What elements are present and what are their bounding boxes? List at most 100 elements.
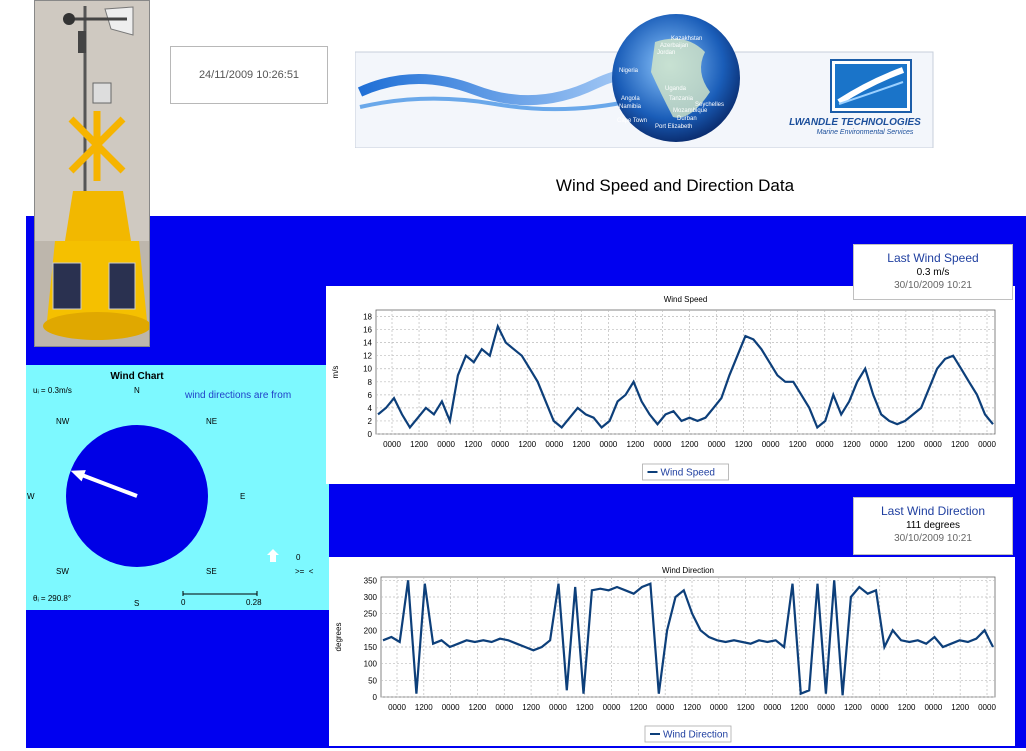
compass-nw: NW xyxy=(56,417,70,426)
wind-speed-chart: Wind Speed 0 2 4 6 8 10 12 14 16 18 0000 1200 0000 120… xyxy=(326,286,1015,484)
compass-w: W xyxy=(27,492,35,501)
x-tick-label: 1200 xyxy=(464,440,482,449)
globe-label: Jordan xyxy=(657,50,675,56)
y-tick-label: 16 xyxy=(363,326,372,335)
y-tick-label: 200 xyxy=(364,626,378,635)
x-tick-label: 1200 xyxy=(572,440,590,449)
last-wind-speed-value: 0.3 m/s xyxy=(916,267,950,278)
x-tick-label: 1200 xyxy=(951,703,969,712)
wind-direction-readout: θᵢ = 290.8° xyxy=(33,594,72,603)
compass-sw: SW xyxy=(56,567,69,576)
last-wind-speed-title: Last Wind Speed xyxy=(887,251,979,265)
x-tick-label: 1200 xyxy=(415,703,433,712)
legend-label: Wind Speed xyxy=(661,468,715,479)
y-tick-label: 0 xyxy=(373,693,378,702)
compass-se: SE xyxy=(206,567,217,576)
y-tick-label: 0 xyxy=(368,430,373,439)
x-tick-label: 0000 xyxy=(603,703,621,712)
last-wind-speed-box: Last Wind Speed 0.3 m/s 30/10/2009 10:21 xyxy=(853,244,1013,300)
x-tick-label: 0000 xyxy=(549,703,567,712)
wind-speed-readout: uᵢ = 0.3m/s xyxy=(33,386,72,395)
globe-label: Kazakhstan xyxy=(671,36,702,42)
company-tagline: Marine Environmental Services xyxy=(817,129,914,136)
x-tick-label: 0000 xyxy=(924,703,942,712)
y-tick-label: 150 xyxy=(364,643,378,652)
wind-direction-arrow xyxy=(70,470,138,498)
x-tick-label: 1200 xyxy=(683,703,701,712)
x-tick-label: 1200 xyxy=(844,703,862,712)
x-tick-label: 0000 xyxy=(545,440,563,449)
y-tick-label: 300 xyxy=(364,593,378,602)
x-tick-label: 0000 xyxy=(599,440,617,449)
x-tick-label: 0000 xyxy=(762,440,780,449)
x-tick-label: 0000 xyxy=(816,440,834,449)
globe-labels: Kazakhstan Azerbaijan Jordan Nigeria Ang… xyxy=(617,36,724,130)
y-tick-label: 10 xyxy=(363,365,372,374)
x-tick-label: 0000 xyxy=(710,703,728,712)
globe-label: Azerbaijan xyxy=(660,43,688,49)
globe-label: Mozambique xyxy=(673,108,708,114)
x-tick-label: 1200 xyxy=(735,440,753,449)
company-name: LWANDLE TECHNOLOGIES xyxy=(789,117,921,128)
y-axis-label: m/s xyxy=(331,366,340,379)
last-wind-direction-value: 111 degrees xyxy=(905,520,961,531)
x-tick-label: 0000 xyxy=(870,440,888,449)
wind-chart-panel: Wind Chart uᵢ = 0.3m/s wind directions a… xyxy=(26,365,329,610)
x-tick-label: 0000 xyxy=(764,703,782,712)
wind-chart-title: Wind Chart xyxy=(110,371,164,382)
x-tick-label: 0000 xyxy=(491,440,509,449)
timestamp-text: 24/11/2009 10:26:51 xyxy=(198,69,300,81)
x-tick-label: 0000 xyxy=(388,703,406,712)
globe-label: Seychelles xyxy=(695,102,724,108)
last-wind-direction-date: 30/10/2009 10:21 xyxy=(894,533,972,544)
x-tick-label: 0000 xyxy=(654,440,672,449)
x-tick-label: 1200 xyxy=(469,703,487,712)
x-tick-label: 1200 xyxy=(737,703,755,712)
x-tick-label: 0000 xyxy=(656,703,674,712)
buoy-photo xyxy=(34,0,150,347)
legend xyxy=(644,725,732,743)
x-tick-label: 0000 xyxy=(437,440,455,449)
scale-max: 0.28 xyxy=(246,598,262,607)
globe-label: Tanzania xyxy=(669,96,694,102)
legend-arrow-icon xyxy=(267,549,279,562)
y-tick-label: 18 xyxy=(363,313,372,322)
scale-min: 0 xyxy=(181,598,186,607)
legend-value: 0 xyxy=(296,553,301,562)
globe-label: Angola xyxy=(621,96,640,102)
y-tick-label: 350 xyxy=(364,576,378,585)
y-tick-label: 2 xyxy=(368,417,373,426)
y-tick-label: 100 xyxy=(364,660,378,669)
x-tick-label: 1200 xyxy=(790,703,808,712)
x-tick-label: 0000 xyxy=(924,440,942,449)
x-tick-label: 1200 xyxy=(410,440,428,449)
series-line xyxy=(377,323,994,430)
chart-title: Wind Direction xyxy=(662,566,714,575)
last-wind-direction-box: Last Wind Direction 111 degrees 30/10/20… xyxy=(853,497,1013,555)
y-tick-label: 8 xyxy=(368,378,373,387)
globe-label: Durban xyxy=(677,116,697,122)
x-tick-label: 1200 xyxy=(951,440,969,449)
y-tick-label: 14 xyxy=(363,339,372,348)
last-wind-direction-title: Last Wind Direction xyxy=(880,504,986,518)
x-tick-label: 0000 xyxy=(978,703,996,712)
globe-label: Uganda xyxy=(665,86,687,92)
x-tick-label: 0000 xyxy=(383,440,401,449)
x-tick-label: 1200 xyxy=(898,703,916,712)
x-tick-label: 0000 xyxy=(495,703,513,712)
y-tick-label: 6 xyxy=(368,391,373,400)
x-tick-label: 1200 xyxy=(522,703,540,712)
compass-n: N xyxy=(134,386,140,395)
compass-ne: NE xyxy=(206,417,218,426)
x-tick-label: 1200 xyxy=(576,703,594,712)
x-tick-label: 1200 xyxy=(843,440,861,449)
wind-direction-note: wind directions are from xyxy=(185,390,292,401)
globe-label: Cape Town xyxy=(617,118,647,124)
compass-e: E xyxy=(240,492,246,501)
timestamp-box: 24/11/2009 10:26:51 xyxy=(170,46,328,104)
last-wind-speed-date: 30/10/2009 10:21 xyxy=(894,280,972,291)
x-tick-label: 0000 xyxy=(871,703,889,712)
globe-label: Nigeria xyxy=(619,68,639,74)
legend-ops: >= < xyxy=(295,567,314,576)
x-tick-label: 0000 xyxy=(442,703,460,712)
